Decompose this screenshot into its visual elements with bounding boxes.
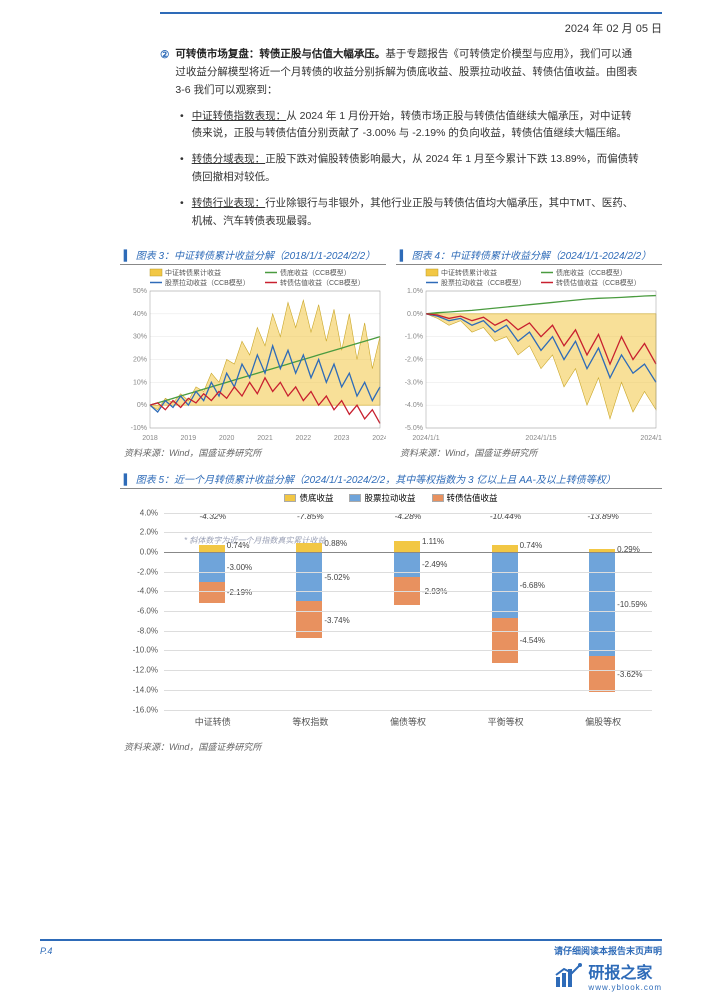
bullet-2: 转债分域表现：正股下跌对偏股转债影响最大，从 2024 年 1 月至今累计下跌 … [180,151,642,187]
svg-text:中证转债累计收益: 中证转债累计收益 [441,268,497,277]
bullet-1: 中证转债指数表现：从 2024 年 1 月份开始，转债市场正股与转债估值继续大幅… [180,108,642,144]
svg-text:-4.0%: -4.0% [405,402,423,409]
chart5-source: 资料来源：Wind，国盛证券研究所 [124,740,662,753]
svg-text:中证转债累计收益: 中证转债累计收益 [165,268,221,277]
svg-text:30%: 30% [133,333,147,340]
logo-icon [554,963,582,989]
svg-text:-1.0%: -1.0% [405,333,423,340]
svg-text:0.0%: 0.0% [407,310,423,317]
chart4-title: 图表 4：中证转债累计收益分解（2024/1/1-2024/2/2） [412,251,652,262]
svg-text:转债估值收益（CCB模型）: 转债估值收益（CCB模型） [556,278,641,287]
svg-text:股票拉动收益（CCB模型）: 股票拉动收益（CCB模型） [441,278,526,287]
svg-text:债底收益（CCB模型）: 债底收益（CCB模型） [280,268,351,277]
footer-disclaimer: 请仔细阅读本报告末页声明 [554,944,662,957]
svg-text:40%: 40% [133,310,147,317]
svg-text:1.0%: 1.0% [407,288,423,295]
chart-5: ▍图表 5：近一个月转债累计收益分解（2024/1/1-2024/2/2，其中等… [120,471,662,753]
intro-paragraph: ② 可转债市场复盘：转债正股与估值大幅承压。基于专题报告《可转债定价模型与应用》… [160,46,642,100]
intro-bold: 可转债市场复盘：转债正股与估值大幅承压。 [175,48,385,60]
chart3-source: 资料来源：Wind，国盛证券研究所 [124,446,386,459]
svg-text:0%: 0% [137,402,147,409]
svg-text:50%: 50% [133,288,147,295]
page-number: P.4 [40,946,52,956]
section-number: ② [160,47,169,65]
svg-text:债底收益（CCB模型）: 债底收益（CCB模型） [556,268,627,277]
svg-text:2024/1/1: 2024/1/1 [412,435,439,442]
svg-text:-2.0%: -2.0% [405,356,423,363]
svg-text:股票拉动收益（CCB模型）: 股票拉动收益（CCB模型） [165,278,250,287]
svg-text:-5.0%: -5.0% [405,425,423,432]
svg-text:20%: 20% [133,356,147,363]
svg-text:2022: 2022 [296,435,312,442]
svg-text:2024/1/15: 2024/1/15 [525,435,556,442]
chart3-title: 图表 3：中证转债累计收益分解（2018/1/1-2024/2/2） [136,251,376,262]
svg-text:2024: 2024 [372,435,386,442]
svg-text:2020: 2020 [219,435,235,442]
chart-4: ▍图表 4：中证转债累计收益分解（2024/1/1-2024/2/2） 中证转债… [396,243,662,459]
svg-text:-3.0%: -3.0% [405,379,423,386]
chart-3: ▍图表 3：中证转债累计收益分解（2018/1/1-2024/2/2） 中证转债… [120,243,386,459]
svg-text:转债估值收益（CCB模型）: 转债估值收益（CCB模型） [280,278,365,287]
bullet-3: 转债行业表现：行业除银行与非银外，其他行业正股与转债估值均大幅承压，其中TMT、… [180,195,642,231]
svg-text:2024/1/29: 2024/1/29 [640,435,662,442]
svg-text:10%: 10% [133,379,147,386]
svg-text:2023: 2023 [334,435,350,442]
page-footer: P.4 请仔细阅读本报告末页声明 研报之家 www.yblook.com [0,939,702,1003]
bullet-list: 中证转债指数表现：从 2024 年 1 月份开始，转债市场正股与转债估值继续大幅… [180,108,642,231]
svg-text:2018: 2018 [142,435,158,442]
chart4-source: 资料来源：Wind，国盛证券研究所 [400,446,662,459]
svg-text:-10%: -10% [131,425,147,432]
chart5-title: 图表 5：近一个月转债累计收益分解（2024/1/1-2024/2/2，其中等权… [136,475,616,486]
footer-logo: 研报之家 www.yblook.com [0,959,662,992]
header-date: 2024 年 02 月 05 日 [40,20,662,36]
svg-text:2021: 2021 [257,435,273,442]
svg-text:2019: 2019 [181,435,197,442]
top-rule [160,12,662,14]
